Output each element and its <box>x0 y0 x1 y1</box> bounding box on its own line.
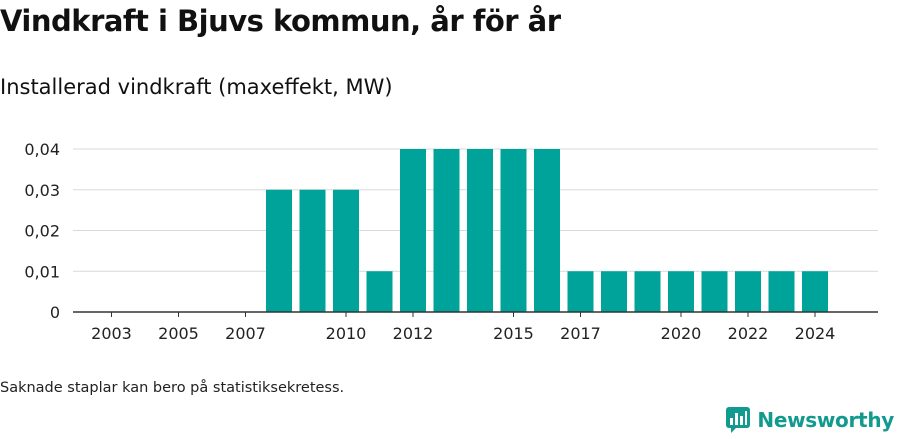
bar <box>467 149 493 312</box>
brand-logo: Newsworthy <box>725 406 894 434</box>
bar <box>433 149 460 312</box>
bar <box>802 271 828 312</box>
chart-subtitle: Installerad vindkraft (maxeffekt, MW) <box>0 75 393 99</box>
bar <box>400 149 426 312</box>
bar <box>735 271 761 312</box>
bar-chart: 00,010,020,030,04 2003 2005 2007 2010 2012 20… <box>24 140 878 343</box>
bars <box>266 149 828 312</box>
y-tick-label: 0,04 <box>24 140 60 159</box>
y-tick-label: 0,01 <box>24 262 60 281</box>
bar <box>500 149 527 312</box>
x-tick-label: 2024 <box>795 324 836 343</box>
bar <box>701 271 728 312</box>
y-tick-label: 0 <box>50 303 60 322</box>
bar <box>634 271 661 312</box>
x-tick-label: 2007 <box>225 324 266 343</box>
footnote: Saknade staplar kan bero på statistiksek… <box>0 380 345 396</box>
y-tick-label: 0,03 <box>24 181 60 200</box>
x-tick-label: 2005 <box>158 324 199 343</box>
bar <box>768 271 795 312</box>
bar <box>534 149 560 312</box>
x-tick-label: 2022 <box>728 324 769 343</box>
x-tick-label: 2012 <box>393 324 434 343</box>
bar <box>567 271 594 312</box>
x-tick-label: 2003 <box>91 324 132 343</box>
chart-title: Vindkraft i Bjuvs kommun, år för år <box>0 4 561 38</box>
bar <box>601 271 627 312</box>
y-axis: 0 0,01 0,02 0,03 0,04 <box>24 140 60 322</box>
bar-chart-speech-bubble-icon <box>726 407 751 433</box>
y-tick-label: 0,02 <box>24 222 60 241</box>
bar <box>366 271 393 312</box>
x-tick-label: 2020 <box>661 324 702 343</box>
bar <box>668 271 694 312</box>
x-axis: 2003 2005 2007 2010 2012 2015 2017 2020 2022 2024 <box>73 311 878 343</box>
x-tick-label: 2017 <box>560 324 601 343</box>
brand-name: Newsworthy <box>757 408 894 432</box>
x-tick-label: 2015 <box>493 324 534 343</box>
bar <box>299 189 326 312</box>
bar <box>266 189 292 312</box>
x-tick-label: 2010 <box>326 324 367 343</box>
bar <box>333 189 359 312</box>
